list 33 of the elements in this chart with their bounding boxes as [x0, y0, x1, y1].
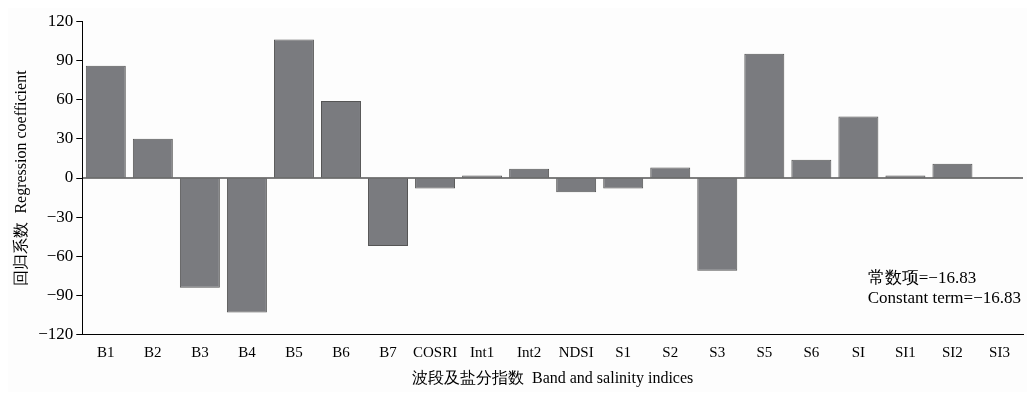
y-tick-label: −30: [46, 206, 74, 226]
x-tick-label: S2: [662, 343, 679, 360]
x-tick-label: SI1: [894, 343, 916, 360]
x-tick-label: B4: [238, 343, 257, 360]
x-tick-label: Int1: [470, 343, 495, 360]
x-tick-label: Int2: [517, 343, 542, 360]
x-tick-label: B2: [144, 343, 162, 360]
x-tick-label: S5: [756, 343, 773, 360]
y-tick-label: 90: [56, 49, 74, 69]
x-tick-label: NDSI: [558, 343, 594, 360]
x-tick-label: SI2: [942, 343, 963, 360]
x-tick-label: COSRI: [412, 343, 458, 360]
x-tick-label: B6: [332, 343, 351, 360]
y-axis-title: 回归系数 Regression coefficient: [11, 69, 30, 286]
y-tick-label: −120: [38, 324, 74, 344]
x-tick-label: SI3: [989, 343, 1010, 360]
x-tick-label: B5: [285, 343, 303, 360]
x-tick-label: S1: [615, 343, 632, 360]
y-tick-label: 60: [56, 89, 74, 109]
annotation: Constant term=−16.83: [867, 287, 1022, 307]
y-tick-label: 30: [56, 128, 74, 148]
x-axis-title: 波段及盐分指数 Band and salinity indices: [411, 368, 694, 387]
x-tick-label: S6: [803, 343, 820, 360]
y-tick-label: 0: [64, 167, 74, 187]
x-tick-label: B3: [191, 343, 209, 360]
y-tick-label: −90: [46, 285, 74, 305]
x-tick-label: SI: [851, 343, 866, 360]
x-tick-label: B7: [379, 343, 398, 360]
annotation: 常数项=−16.83: [867, 267, 977, 287]
y-tick-label: 120: [47, 10, 74, 30]
x-tick-label: B1: [97, 343, 115, 360]
y-tick-label: −60: [46, 245, 74, 265]
x-tick-label: S3: [709, 343, 726, 360]
